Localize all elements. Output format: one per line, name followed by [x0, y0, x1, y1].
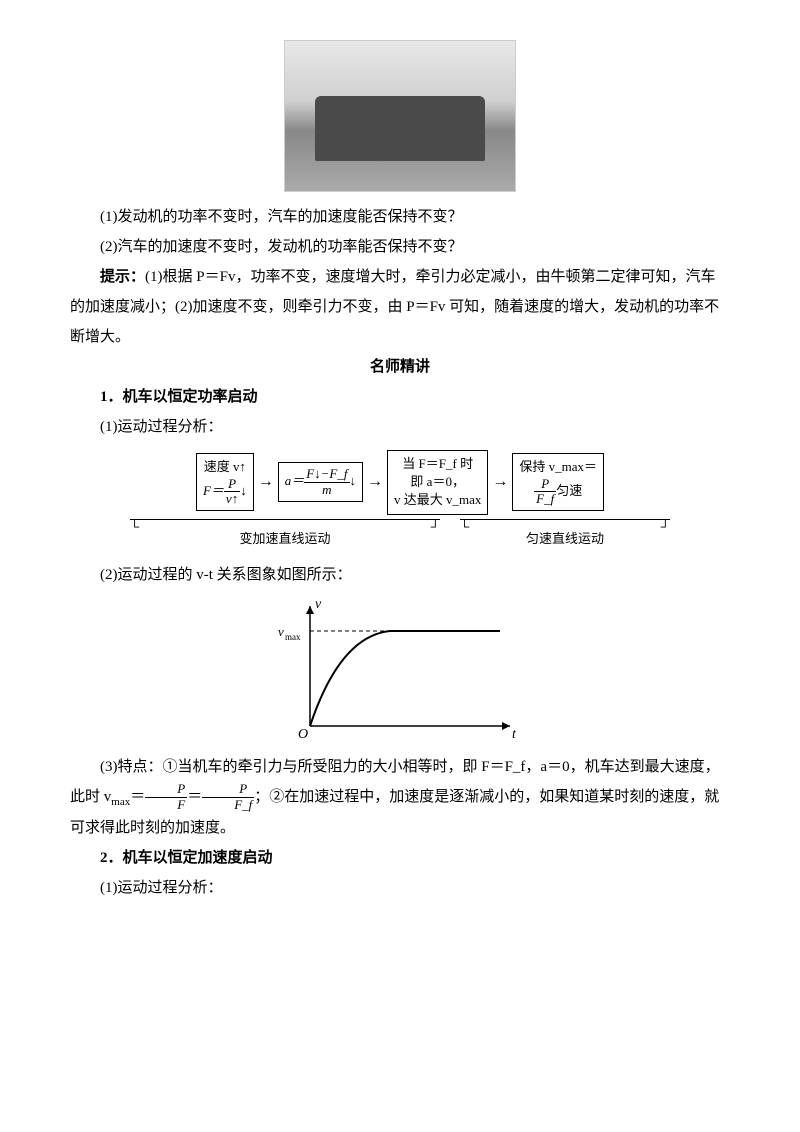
box4-l1: 保持 v_max＝ [519, 458, 597, 476]
box2-a: a＝ [285, 473, 305, 488]
brace1-label: 变加速直线运动 [130, 526, 440, 552]
box1-num: P [224, 477, 240, 492]
diagram-box-3: 当 F＝F_f 时 即 a＝0， v 达最大 v_max [387, 450, 488, 515]
subsection-1-title: 1．机车以恒定功率启动 [70, 382, 730, 412]
s1p3-f1b: F [145, 798, 187, 812]
s1p3-f1t: P [145, 782, 187, 797]
box2-num: F↓−F_f [304, 467, 349, 482]
s2-point-1: (1)运动过程分析： [70, 873, 730, 903]
box4-den: F_f [534, 492, 556, 506]
box4-l2: PF_f匀速 [519, 477, 597, 507]
hint-paragraph: 提示：(1)根据 P＝Fv，功率不变，速度增大时，牵引力必定减小，由牛顿第二定律… [70, 262, 730, 352]
arrow-icon: → [363, 466, 387, 498]
arrow-icon: → [254, 466, 278, 498]
question-1: (1)发动机的功率不变时，汽车的加速度能否保持不变？ [70, 202, 730, 232]
box4-text2: 匀速 [556, 482, 582, 497]
s1-point-2: (2)运动过程的 v-t 关系图象如图所示： [70, 560, 730, 590]
graph-origin: O [298, 727, 308, 742]
box3-l2: 即 a＝0， [394, 473, 481, 491]
hint-body: (1)根据 P＝Fv，功率不变，速度增大时，牵引力必定减小，由牛顿第二定律可知，… [70, 269, 719, 345]
diagram-box-2: a＝F↓−F_fm↓ [278, 462, 363, 502]
box1-eqtext: F＝ [203, 482, 224, 497]
graph-vmax: v [278, 624, 284, 639]
brace2-label: 匀速直线运动 [460, 526, 670, 552]
box2-arrow: ↓ [350, 473, 357, 488]
hint-label: 提示： [100, 269, 145, 285]
s1p3-eq2: ＝ [187, 789, 202, 805]
graph-vmax-sub: max [285, 632, 301, 642]
box3-l3: v 达最大 v_max [394, 491, 481, 509]
graph-ylabel: v [315, 597, 322, 612]
subsection-2-title: 2．机车以恒定加速度启动 [70, 843, 730, 873]
s1p3-f2t: P [202, 782, 254, 797]
box3-l1: 当 F＝F_f 时 [394, 455, 481, 473]
s1p3-f2b: F_f [202, 798, 254, 812]
box2-den: m [304, 483, 349, 497]
vt-graph: v v max t O [270, 596, 530, 746]
s1-point-3: (3)特点：①当机车的牵引力与所受阻力的大小相等时，即 F＝F_f，a＝0，机车… [70, 752, 730, 843]
graph-xlabel: t [512, 727, 517, 742]
box4-text1: 保持 v_max＝ [519, 459, 597, 474]
box1-line1: 速度 v↑ [203, 458, 247, 476]
box4-num: P [534, 477, 556, 492]
car-image [284, 40, 516, 192]
box1-arrow: ↓ [240, 482, 247, 497]
question-2: (2)汽车的加速度不变时，发动机的功率能否保持不变？ [70, 232, 730, 262]
section-title: 名师精讲 [70, 352, 730, 382]
brace-1: └┘ 变加速直线运动 [130, 519, 440, 552]
box1-line2: F＝Pv↑↓ [203, 477, 247, 507]
arrow-icon: → [488, 466, 512, 498]
diagram-box-4: 保持 v_max＝ PF_f匀速 [512, 453, 604, 511]
box1-den: v↑ [224, 492, 240, 506]
process-diagram: 速度 v↑ F＝Pv↑↓ → a＝F↓−F_fm↓ → 当 F＝F_f 时 即 … [120, 450, 680, 552]
s1p3-eq1: ＝ [130, 789, 145, 805]
s1-point-1: (1)运动过程分析： [70, 412, 730, 442]
diagram-box-1: 速度 v↑ F＝Pv↑↓ [196, 453, 254, 511]
brace-2: └┘ 匀速直线运动 [460, 519, 670, 552]
s1p3-sub: max [111, 796, 130, 808]
